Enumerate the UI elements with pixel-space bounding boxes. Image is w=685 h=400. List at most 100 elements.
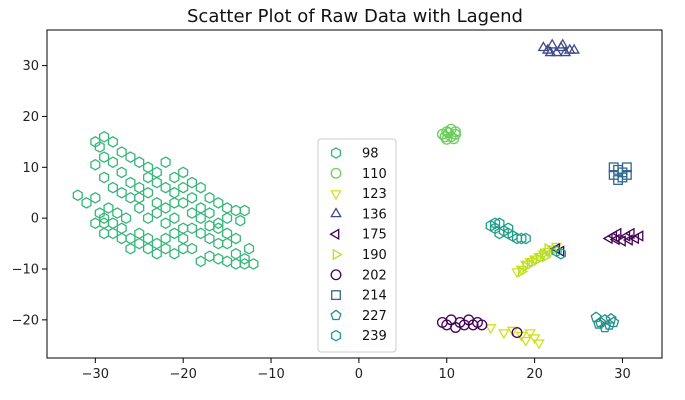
legend-marker (330, 309, 342, 321)
legend-marker (331, 290, 341, 301)
data-point (222, 227, 233, 240)
series-98 (72, 130, 259, 270)
data-point (72, 189, 83, 202)
data-point (125, 151, 136, 163)
chart-title: Scatter Plot of Raw Data with Lagend (187, 6, 523, 27)
data-point (537, 41, 550, 52)
data-point (476, 319, 488, 331)
data-point (498, 329, 510, 340)
data-point (195, 202, 206, 214)
legend-marker (330, 329, 342, 342)
data-point (169, 197, 180, 209)
data-point (516, 232, 527, 245)
legend-entry: 239 (330, 329, 387, 344)
data-point (116, 146, 127, 158)
plot-frame (46, 29, 663, 359)
legend-entry: 110 (330, 167, 387, 182)
data-point (441, 133, 453, 145)
data-point (503, 222, 514, 235)
legend-marker (330, 269, 342, 281)
x-tick-label: −10 (257, 367, 284, 382)
data-point (90, 158, 101, 171)
legend-label: 239 (362, 329, 387, 344)
data-point (621, 169, 632, 180)
data-point (195, 181, 206, 194)
x-tick-label: −30 (82, 367, 109, 382)
legend: 98 110 123 136 175 190 202 214 227 239 (317, 138, 397, 353)
data-point (443, 127, 454, 139)
data-point (142, 186, 154, 199)
data-point (169, 212, 180, 225)
legend-marker (332, 248, 343, 261)
data-point (593, 318, 605, 329)
legend-entry: 123 (330, 187, 387, 202)
data-point (134, 156, 145, 169)
data-point (125, 176, 136, 189)
data-point (107, 227, 118, 240)
legend-marker (330, 190, 342, 201)
data-point (94, 141, 105, 153)
data-point (99, 212, 110, 225)
data-point (195, 255, 206, 268)
data-point (621, 162, 632, 173)
data-point (599, 321, 611, 333)
data-point (633, 230, 644, 242)
series-227 (590, 311, 620, 333)
data-point (524, 329, 537, 340)
data-point (186, 176, 198, 189)
data-point (204, 219, 215, 232)
data-point (568, 43, 580, 54)
legend-label: 227 (362, 309, 387, 324)
legend-entry: 227 (330, 309, 387, 324)
data-point (121, 212, 132, 225)
data-point (546, 38, 558, 49)
legend-label: 190 (362, 248, 387, 263)
data-point (112, 207, 123, 219)
data-point (103, 202, 114, 214)
data-marks (72, 38, 644, 350)
data-point (142, 171, 154, 184)
data-point (186, 222, 198, 235)
y-tick-label: −10 (12, 263, 39, 278)
legend-marker (329, 228, 340, 241)
legend-entry: 136 (330, 207, 387, 222)
data-point (213, 197, 224, 209)
data-point (116, 166, 127, 179)
series-239 (485, 217, 567, 260)
data-point (134, 237, 145, 250)
data-point (520, 232, 531, 245)
data-point (125, 242, 136, 255)
data-point (605, 312, 617, 324)
series-110 (436, 123, 461, 145)
data-point (608, 316, 620, 328)
legend-entry: 190 (332, 248, 387, 263)
data-point (204, 207, 215, 219)
data-point (511, 327, 523, 339)
data-point (520, 336, 532, 347)
legend-marker (330, 167, 342, 179)
data-point (622, 234, 633, 246)
y-tick-label: 0 (31, 212, 39, 227)
legend-label: 175 (362, 228, 387, 243)
data-point (559, 46, 572, 57)
x-tick-label: 0 (355, 367, 363, 382)
legend-label: 98 (362, 147, 379, 162)
legend-label: 214 (362, 289, 387, 304)
data-point (134, 202, 145, 214)
legend-entry: 98 (330, 147, 379, 162)
y-tick-label: 10 (22, 161, 39, 176)
data-point (533, 339, 545, 350)
data-point (243, 242, 255, 255)
legend-entry: 214 (331, 289, 387, 304)
legend-marker (330, 207, 342, 218)
series-202 (436, 314, 523, 339)
x-axis: −30 −20 −10 0 10 20 30 (82, 358, 631, 382)
data-point (151, 197, 162, 209)
data-point (484, 324, 497, 335)
series-214 (608, 162, 632, 185)
legend-label: 110 (362, 167, 387, 182)
data-point (544, 46, 557, 57)
data-point (550, 46, 563, 57)
legend-marker (330, 147, 342, 159)
